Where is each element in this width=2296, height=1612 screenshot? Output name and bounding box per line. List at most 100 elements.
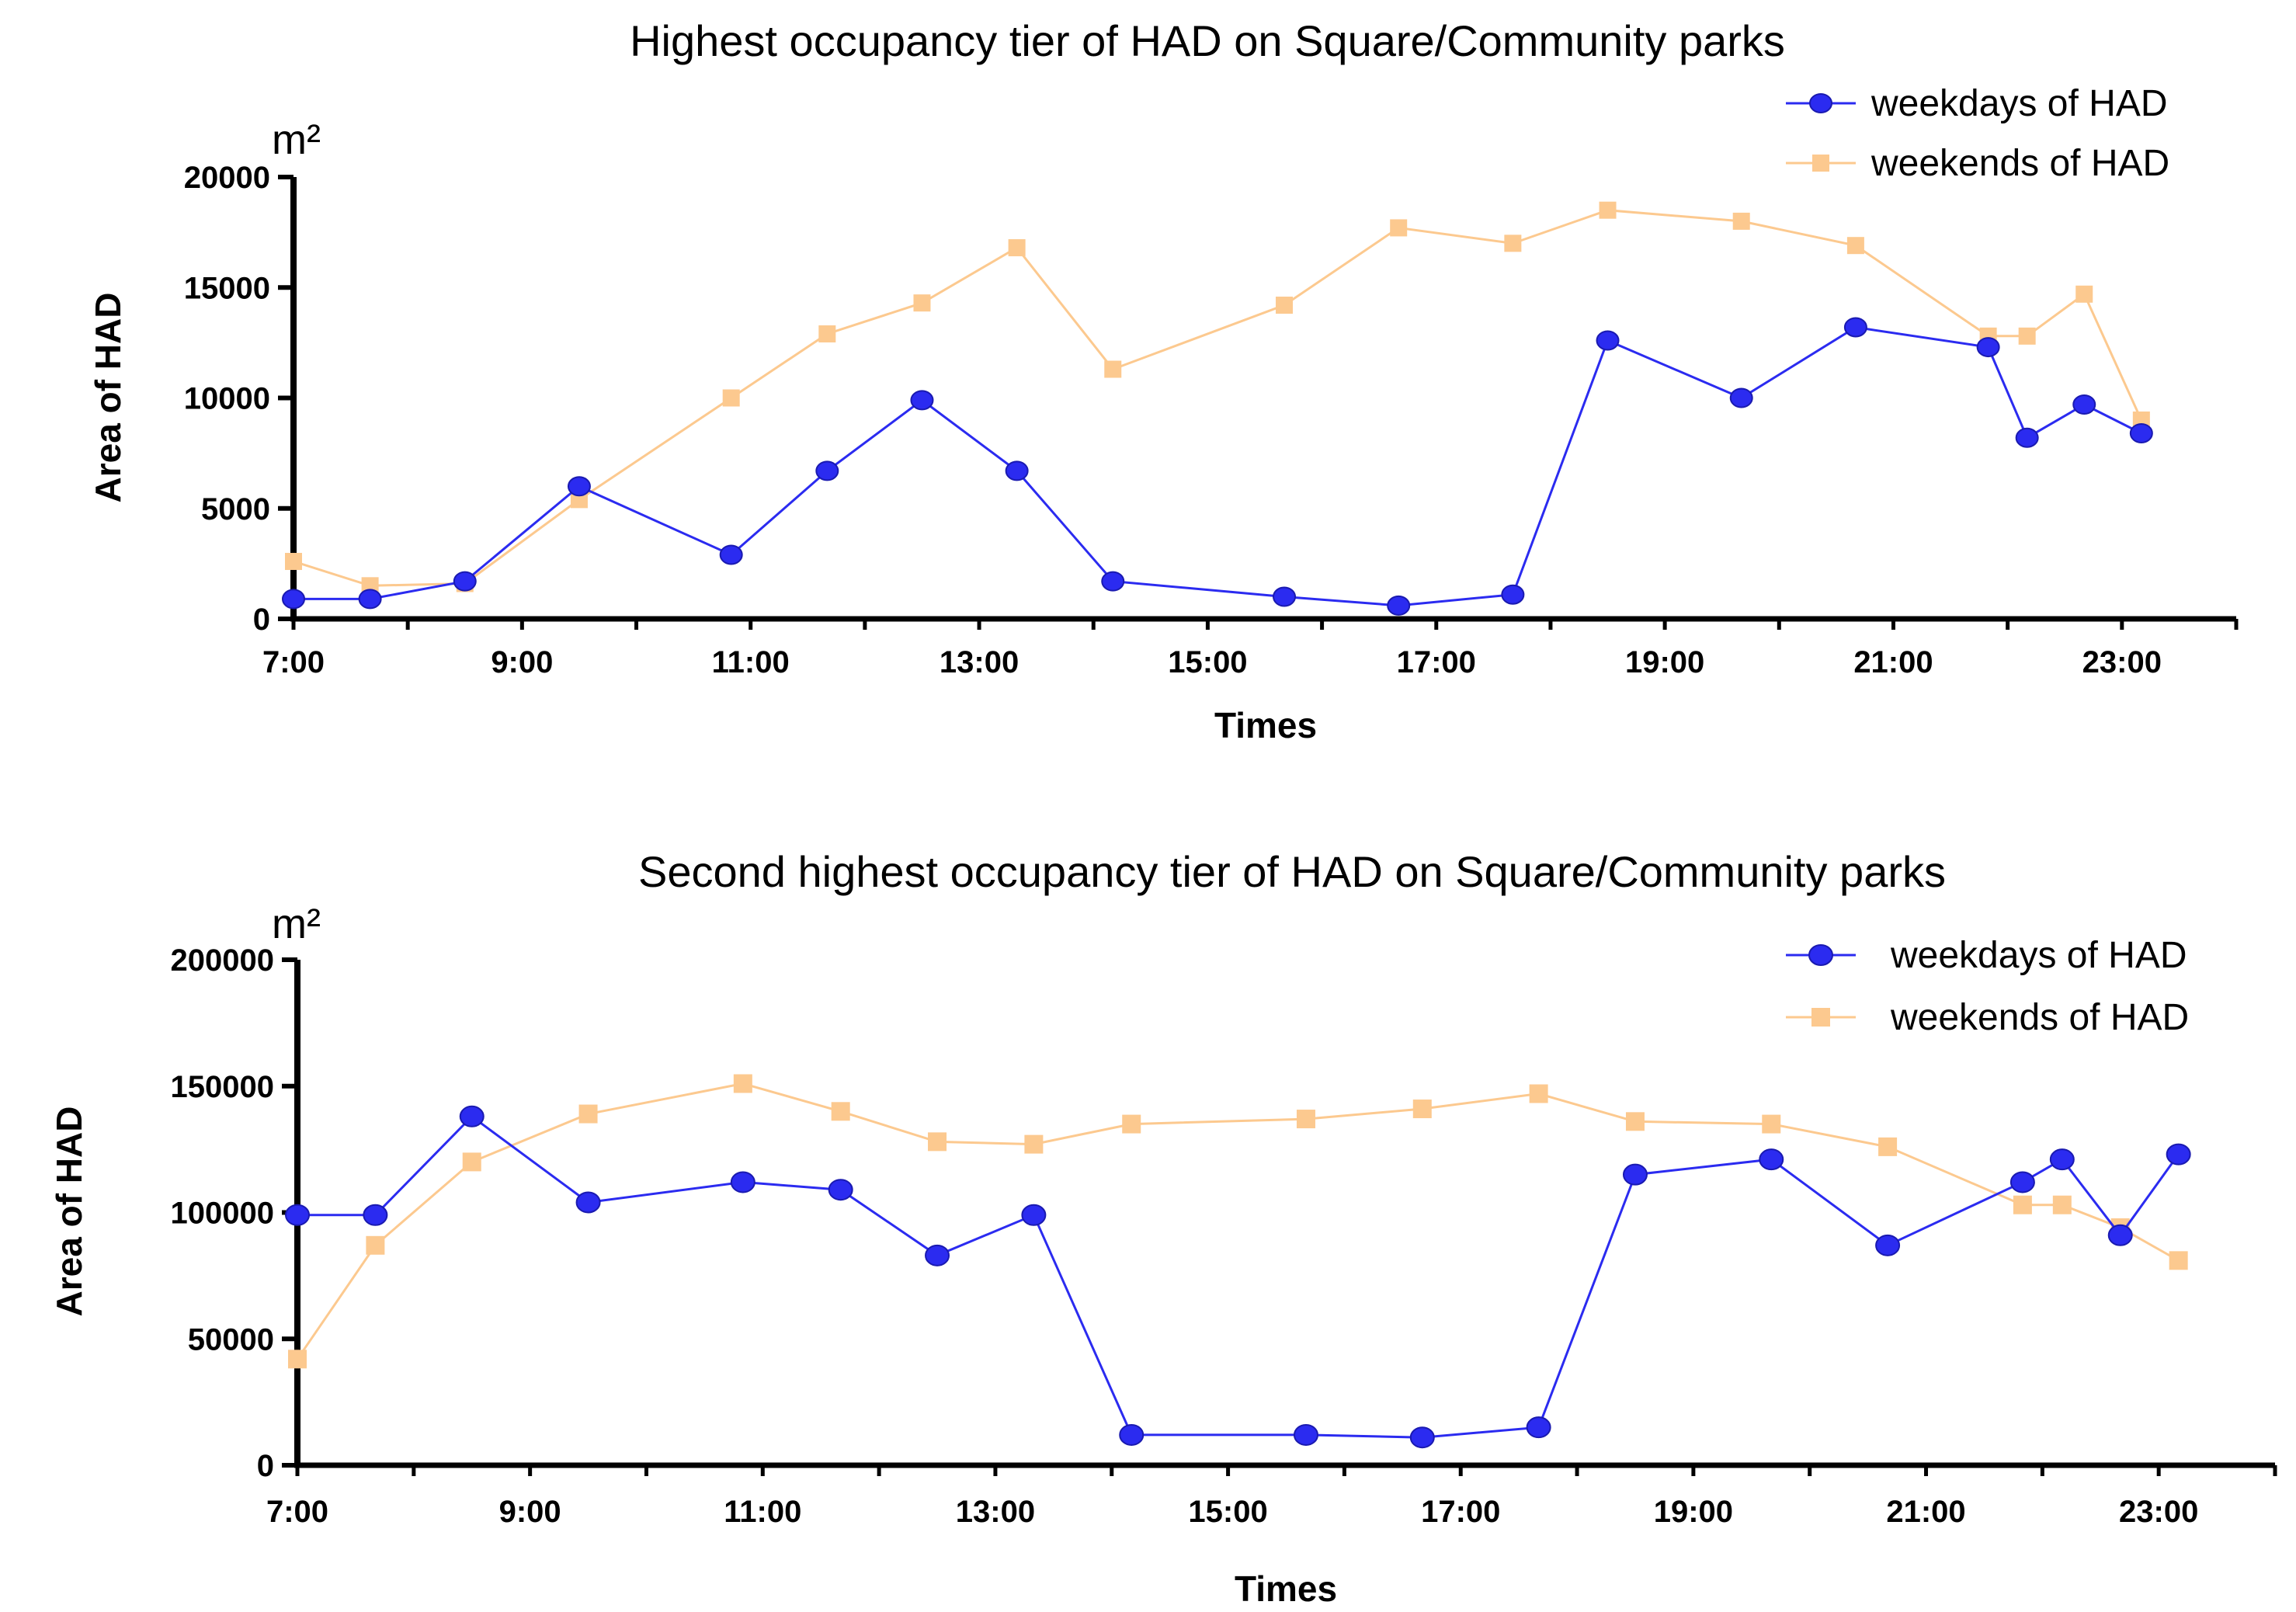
data-point-weekends — [578, 1104, 598, 1124]
data-point-weekends — [1625, 1112, 1645, 1131]
y-unit-label: m² — [272, 901, 321, 947]
x-tick-label: 17:00 — [1421, 1495, 1500, 1529]
data-point-weekends — [1008, 239, 1026, 257]
y-tick-label: 150000 — [171, 1070, 274, 1104]
y-tick-label: 0 — [253, 603, 270, 637]
data-point-weekends — [1412, 1100, 1432, 1119]
data-point-weekends — [1390, 219, 1408, 237]
legend-label: weekdays of HAD — [1870, 83, 2168, 124]
data-point-weekdays — [1273, 586, 1297, 607]
data-point-weekdays — [567, 476, 591, 497]
legend-marker-square — [1811, 1008, 1830, 1027]
data-point-weekdays — [1501, 584, 1525, 605]
x-tick-label: 13:00 — [940, 645, 1019, 679]
data-point-weekends — [1599, 201, 1617, 219]
data-point-weekdays — [1976, 337, 2000, 358]
data-point-weekends — [288, 1350, 307, 1369]
data-point-weekends — [2018, 327, 2036, 345]
data-point-weekends — [1762, 1114, 1781, 1134]
data-point-weekdays — [1293, 1423, 1318, 1446]
chart-title: Highest occupancy tier of HAD on Square/… — [630, 16, 1785, 65]
data-point-weekdays — [828, 1179, 853, 1201]
data-point-weekends — [1878, 1137, 1898, 1156]
data-point-weekends — [1122, 1114, 1141, 1134]
data-point-weekdays — [1843, 317, 1867, 338]
data-point-weekdays — [453, 571, 477, 592]
data-point-weekdays — [1005, 460, 1029, 481]
data-point-weekdays — [1759, 1148, 1784, 1171]
data-point-weekdays — [1387, 595, 1411, 616]
x-tick-label: 9:00 — [491, 645, 553, 679]
data-point-weekends — [818, 325, 836, 342]
data-point-weekends — [2169, 1251, 2188, 1270]
data-point-weekdays — [459, 1105, 485, 1127]
x-tick-label: 7:00 — [266, 1495, 328, 1529]
x-tick-label: 23:00 — [2082, 645, 2162, 679]
x-tick-label: 11:00 — [724, 1495, 801, 1529]
x-tick-label: 13:00 — [956, 1495, 1035, 1529]
y-tick-label: 20000 — [184, 161, 270, 195]
legend-label: weekends of HAD — [1870, 143, 2169, 184]
x-tick-label: 11:00 — [712, 645, 790, 679]
x-tick-label: 7:00 — [262, 645, 325, 679]
data-point-weekdays — [1596, 330, 1620, 351]
series-line-weekdays — [294, 325, 2142, 607]
data-point-weekdays — [1021, 1204, 1047, 1226]
y-tick-label: 0 — [257, 1449, 274, 1483]
y-tick-label: 10000 — [184, 382, 270, 416]
y-axis-label: Area of HAD — [88, 293, 128, 503]
data-point-weekends — [913, 294, 931, 312]
data-point-weekends — [285, 553, 302, 571]
data-point-weekdays — [2166, 1143, 2191, 1166]
data-point-weekends — [1276, 297, 1294, 314]
data-point-weekdays — [1729, 387, 1753, 408]
x-axis-label: Times — [1235, 1569, 1337, 1609]
data-point-weekdays — [2015, 427, 2039, 448]
x-tick-label: 21:00 — [1886, 1495, 1965, 1529]
chart-title: Second highest occupancy tier of HAD on … — [638, 847, 1946, 896]
series-line-weekends — [296, 1082, 2180, 1360]
data-point-weekdays — [2129, 423, 2153, 444]
data-point-weekends — [1296, 1110, 1315, 1129]
data-point-weekends — [2052, 1195, 2072, 1214]
chart-top: Highest occupancy tier of HAD on Square/… — [88, 16, 2239, 745]
x-tick-label: 15:00 — [1188, 1495, 1267, 1529]
y-axis-label: Area of HAD — [49, 1107, 89, 1317]
data-point-weekdays — [910, 390, 934, 411]
y-tick-label: 100000 — [171, 1197, 274, 1231]
x-tick-label: 23:00 — [2119, 1495, 2198, 1529]
data-point-weekdays — [815, 460, 839, 481]
data-point-weekdays — [925, 1244, 950, 1266]
y-unit-label: m² — [272, 116, 321, 163]
data-point-weekends — [462, 1152, 481, 1172]
data-point-weekdays — [1119, 1423, 1145, 1446]
data-point-weekdays — [358, 589, 382, 610]
data-point-weekends — [1732, 212, 1750, 230]
data-point-weekdays — [1875, 1234, 1901, 1256]
data-point-weekdays — [1101, 571, 1125, 592]
x-tick-label: 9:00 — [499, 1495, 561, 1529]
data-point-weekends — [722, 389, 740, 407]
data-point-weekdays — [363, 1204, 388, 1226]
legend-label: weekdays of HAD — [1890, 935, 2187, 976]
data-point-weekends — [1024, 1134, 1044, 1154]
data-point-weekdays — [1622, 1163, 1648, 1186]
data-point-weekdays — [1526, 1416, 1551, 1439]
x-tick-label: 15:00 — [1168, 645, 1247, 679]
y-tick-label: 200000 — [171, 943, 274, 978]
data-point-weekends — [1104, 360, 1122, 378]
data-point-weekdays — [2072, 394, 2096, 415]
series-line-weekdays — [297, 1114, 2180, 1439]
legend-label: weekends of HAD — [1890, 997, 2189, 1038]
x-axis-label: Times — [1214, 705, 1317, 745]
series-line-weekends — [293, 209, 2143, 587]
chart-bottom: Second highest occupancy tier of HAD on … — [49, 847, 2277, 1609]
data-point-weekdays — [2049, 1148, 2075, 1171]
data-point-weekends — [831, 1102, 850, 1121]
data-point-weekdays — [730, 1171, 755, 1193]
data-point-weekdays — [2107, 1224, 2133, 1246]
y-tick-label: 5000 — [201, 492, 270, 526]
data-point-weekdays — [285, 1204, 310, 1226]
data-point-weekdays — [719, 544, 743, 565]
